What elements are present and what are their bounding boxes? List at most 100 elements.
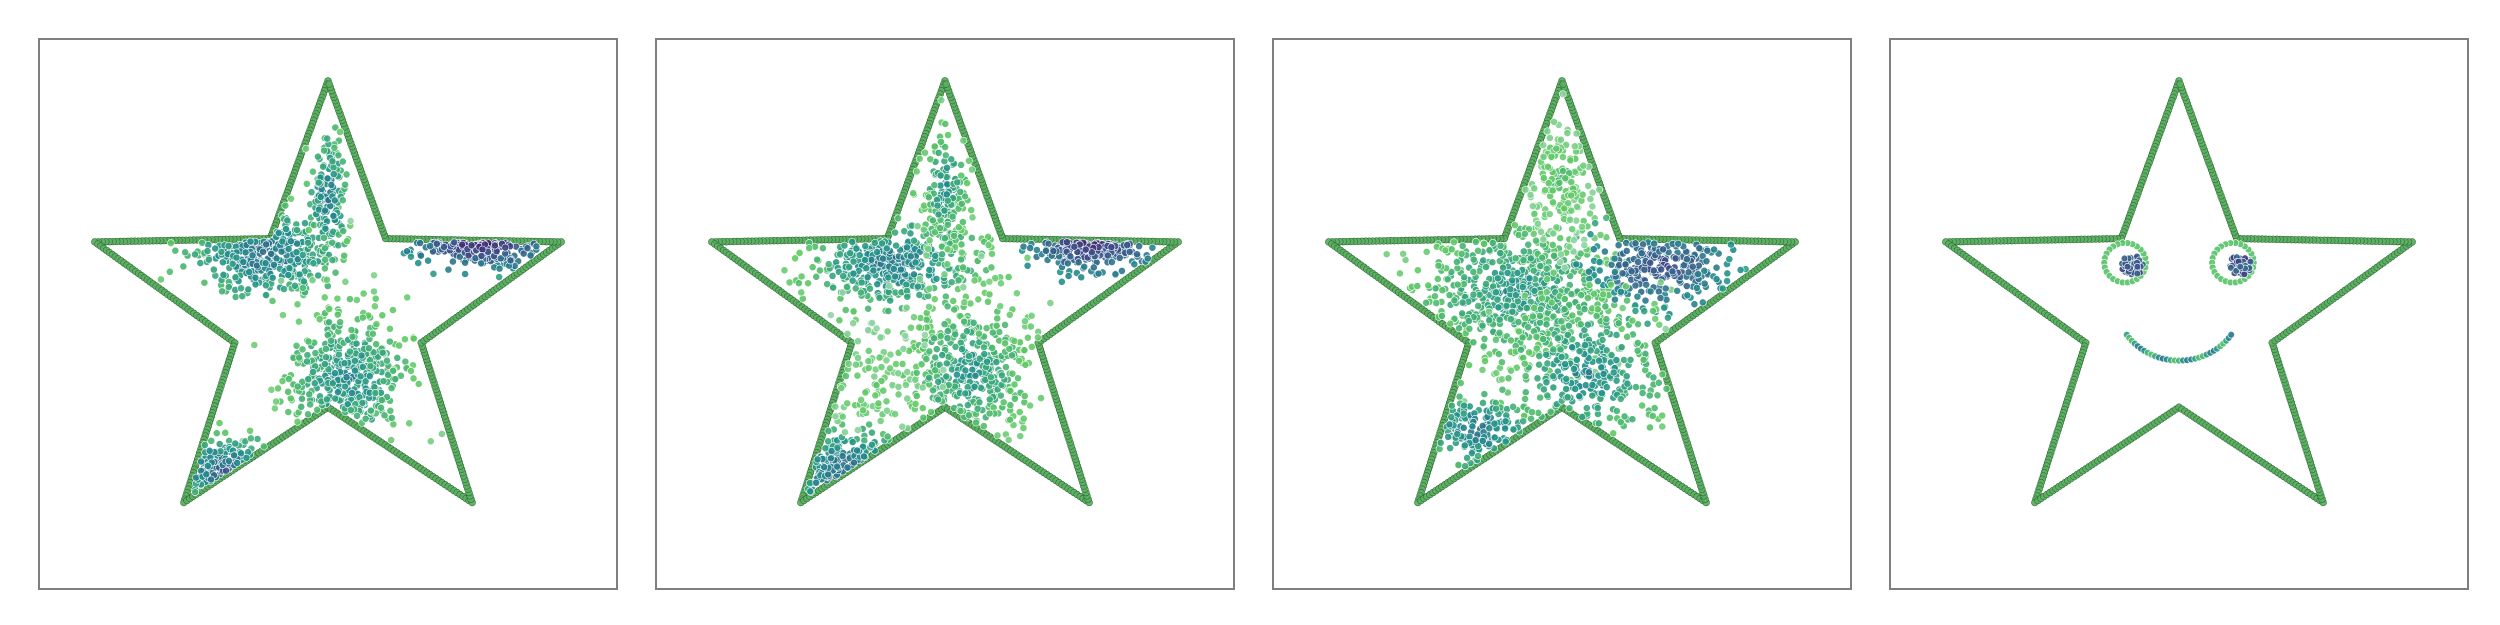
- data-point: [230, 451, 238, 460]
- data-point: [957, 199, 966, 208]
- data-point: [940, 206, 949, 215]
- data-point: [1567, 290, 1576, 298]
- data-point: [884, 307, 893, 315]
- data-point: [1482, 263, 1490, 271]
- data-point: [843, 399, 852, 408]
- data-point: [891, 272, 899, 281]
- data-point: [936, 332, 945, 340]
- data-point: [1023, 253, 1032, 262]
- data-point: [259, 247, 267, 256]
- data-point: [961, 366, 970, 375]
- data-point: [841, 306, 850, 314]
- data-point: [877, 363, 886, 371]
- data-point: [857, 288, 865, 297]
- data-point: [1508, 307, 1517, 316]
- data-point: [991, 274, 1000, 283]
- data-point: [389, 420, 398, 429]
- data-point: [338, 157, 347, 166]
- data-point: [970, 276, 979, 285]
- data-point: [863, 273, 872, 282]
- data-point: [282, 225, 290, 233]
- data-point: [884, 273, 893, 282]
- data-point: [947, 155, 956, 164]
- data-point: [957, 171, 966, 180]
- data-point: [911, 399, 920, 408]
- data-point: [1480, 335, 1489, 343]
- data-point: [921, 331, 929, 339]
- data-point: [985, 277, 994, 286]
- data-point: [440, 243, 448, 251]
- data-point: [1081, 245, 1090, 254]
- data-point: [302, 179, 311, 188]
- data-point: [1494, 350, 1503, 358]
- data-point: [868, 319, 877, 327]
- data-point: [320, 233, 328, 242]
- data-point: [1020, 346, 1029, 355]
- data-point: [331, 268, 340, 277]
- data-point: [253, 435, 262, 443]
- data-point: [861, 388, 870, 397]
- data-point: [308, 276, 317, 285]
- data-point: [285, 375, 293, 383]
- data-point: [823, 280, 832, 288]
- data-point: [1460, 273, 1469, 282]
- data-point: [976, 383, 985, 392]
- data-point: [1495, 315, 1504, 324]
- data-point: [934, 377, 943, 386]
- data-point: [395, 341, 404, 350]
- data-point: [1001, 339, 1009, 348]
- data-point: [285, 264, 294, 273]
- data-point: [358, 363, 367, 371]
- data-point: [993, 431, 1002, 440]
- data-point: [1094, 269, 1103, 278]
- data-point: [931, 366, 939, 375]
- data-point: [284, 408, 293, 416]
- data-point: [1507, 366, 1515, 375]
- data-point: [915, 154, 924, 163]
- data-point: [1514, 318, 1523, 326]
- data-point: [320, 146, 328, 155]
- data-point: [1465, 361, 1473, 369]
- data-point: [1511, 254, 1520, 263]
- data-point: [1057, 277, 1066, 286]
- data-point: [1027, 342, 1036, 351]
- data-point: [912, 368, 921, 377]
- data-point: [992, 358, 1001, 366]
- data-point: [165, 267, 174, 276]
- data-point: [314, 178, 323, 187]
- data-point: [894, 390, 903, 399]
- data-point: [956, 188, 965, 196]
- data-point: [218, 258, 227, 267]
- data-point: [277, 247, 286, 256]
- data-point: [850, 458, 858, 467]
- data-point: [268, 273, 277, 282]
- data-point: [1049, 247, 1058, 255]
- data-point: [857, 278, 866, 287]
- data-point: [407, 367, 415, 375]
- data-point: [1130, 260, 1139, 269]
- data-point: [407, 252, 415, 261]
- data-point: [262, 240, 271, 249]
- data-point: [937, 137, 945, 146]
- data-point: [444, 265, 453, 274]
- data-point: [352, 339, 361, 348]
- data-point: [305, 390, 314, 399]
- data-point: [283, 216, 292, 225]
- data-point: [367, 406, 375, 415]
- data-point: [378, 348, 387, 357]
- data-point: [320, 360, 329, 368]
- data-point: [202, 470, 211, 479]
- data-point: [949, 297, 958, 305]
- data-point: [429, 269, 438, 278]
- data-point: [1024, 333, 1032, 342]
- data-point: [937, 96, 946, 105]
- scatter-plot-3: [1325, 77, 1799, 507]
- data-point: [1522, 304, 1531, 312]
- data-point: [383, 356, 391, 365]
- data-point: [838, 412, 847, 421]
- data-point: [853, 426, 862, 434]
- data-point: [965, 352, 973, 360]
- data-point: [501, 243, 510, 252]
- data-point: [1510, 221, 1519, 230]
- data-point: [1586, 209, 1594, 218]
